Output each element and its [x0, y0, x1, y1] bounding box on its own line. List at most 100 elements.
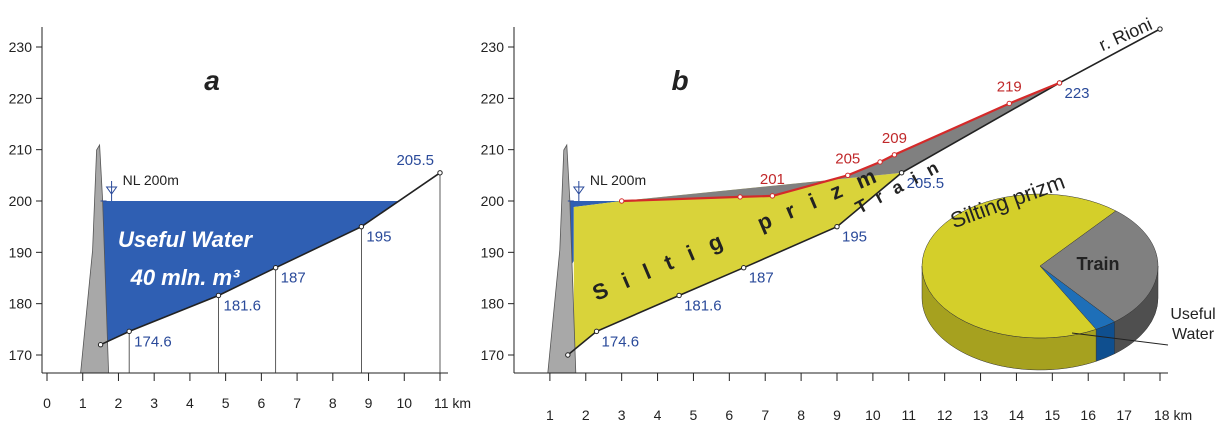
- profile-point: [215, 292, 222, 299]
- profile-point: [358, 223, 365, 230]
- value-label: 187: [281, 270, 306, 287]
- level-symbol: [105, 181, 118, 201]
- value-label: 205.5: [396, 152, 434, 169]
- profile-point: [845, 172, 851, 179]
- profile-point: [676, 292, 682, 299]
- x-tick-label: 1: [79, 395, 87, 411]
- profile-point: [769, 193, 776, 199]
- dam: [80, 143, 110, 374]
- x-tick-label: 2: [115, 395, 123, 411]
- level-label: NL 200m: [590, 172, 646, 188]
- y-tick-label: 200: [9, 193, 33, 209]
- value-label: 174.6: [602, 333, 640, 350]
- x-tick-label: 11: [902, 407, 917, 423]
- annotation: Useful Water: [118, 227, 254, 252]
- x-tick-label: 11 km: [434, 395, 471, 411]
- value-label: 201: [760, 171, 785, 188]
- profile-point: [97, 342, 104, 348]
- value-label: 187: [749, 270, 774, 287]
- level-label: NL 200m: [123, 172, 179, 188]
- x-tick-label: 17: [1116, 407, 1132, 423]
- panel-title: b: [671, 65, 688, 96]
- y-tick-label: 210: [481, 142, 505, 158]
- value-label: 174.6: [134, 333, 172, 350]
- y-tick-label: 220: [9, 90, 33, 106]
- level-symbol: [572, 181, 585, 201]
- pie-label: Train: [1076, 254, 1119, 274]
- value-label: 205: [835, 150, 860, 167]
- profile-point: [1056, 80, 1063, 86]
- y-tick-label: 190: [481, 244, 505, 260]
- x-tick-label: 13: [973, 407, 989, 423]
- y-tick-label: 200: [481, 193, 505, 209]
- x-tick-label: 7: [293, 395, 301, 411]
- pie-slice: [921, 193, 1117, 339]
- profile-point: [618, 198, 625, 204]
- y-tick-label: 170: [481, 347, 505, 363]
- x-tick-label: 7: [761, 407, 769, 423]
- x-tick-label: 4: [186, 395, 194, 411]
- value-label: 209: [882, 130, 907, 147]
- x-tick-label: 10: [865, 407, 881, 423]
- profile-point: [898, 170, 905, 176]
- x-tick-label: 10: [396, 395, 412, 411]
- x-tick-label: 16: [1080, 407, 1096, 423]
- profile-point: [891, 152, 898, 158]
- y-tick-label: 220: [481, 90, 505, 106]
- x-tick-label: 18 km: [1154, 407, 1192, 423]
- value-label: 181.6: [223, 297, 261, 314]
- profile-line: [100, 172, 441, 346]
- y-tick-label: 190: [9, 244, 33, 260]
- profile-point: [593, 328, 600, 335]
- x-tick-label: 6: [725, 407, 733, 423]
- pie-label: Useful Water: [1170, 306, 1215, 343]
- x-tick-label: 15: [1045, 407, 1061, 423]
- value-label: 205.5: [907, 175, 945, 192]
- profile-line: [621, 81, 1060, 203]
- y-tick-label: 180: [9, 296, 33, 312]
- value-label: 223: [1065, 85, 1090, 102]
- x-tick-label: 9: [833, 407, 841, 423]
- x-tick-label: 8: [797, 407, 805, 423]
- value-label: 181.6: [684, 297, 722, 314]
- x-tick-label: 4: [654, 407, 662, 423]
- leader-line: [1071, 332, 1169, 346]
- x-tick-label: 14: [1009, 407, 1025, 423]
- profile-point: [126, 328, 132, 335]
- panel-title: a: [204, 65, 220, 96]
- profile-point: [740, 265, 747, 271]
- useful-water: [100, 201, 399, 345]
- annotation: 40 mln. m³: [130, 265, 240, 290]
- value-label: 195: [842, 229, 867, 246]
- x-tick-label: 2: [582, 407, 590, 423]
- x-tick-label: 9: [365, 395, 373, 411]
- x-tick-label: 1: [546, 407, 554, 423]
- x-tick-label: 5: [690, 407, 698, 423]
- profile-line: [567, 28, 1161, 356]
- value-label: 195: [366, 229, 391, 246]
- profile-point: [834, 223, 840, 230]
- y-tick-label: 210: [9, 142, 33, 158]
- profile-point: [437, 170, 443, 176]
- x-tick-label: 3: [150, 395, 158, 411]
- annotation: r. Rioni: [1096, 14, 1155, 55]
- value-label: 219: [997, 78, 1022, 95]
- pie-slice: [1039, 210, 1159, 323]
- dam: [547, 143, 577, 374]
- x-tick-label: 8: [329, 395, 337, 411]
- y-tick-label: 170: [9, 347, 33, 363]
- profile-point: [272, 265, 279, 271]
- x-tick-label: 12: [937, 407, 953, 423]
- profile-point: [1157, 26, 1163, 32]
- profile-point: [1006, 100, 1012, 107]
- y-tick-label: 180: [481, 296, 505, 312]
- useful-water: [567, 201, 622, 271]
- silting-prism: [567, 172, 902, 355]
- x-tick-label: 3: [618, 407, 626, 423]
- profile-point: [565, 352, 571, 358]
- profile-point: [737, 194, 743, 200]
- profile-point: [877, 159, 883, 165]
- x-tick-label: 0: [43, 395, 51, 411]
